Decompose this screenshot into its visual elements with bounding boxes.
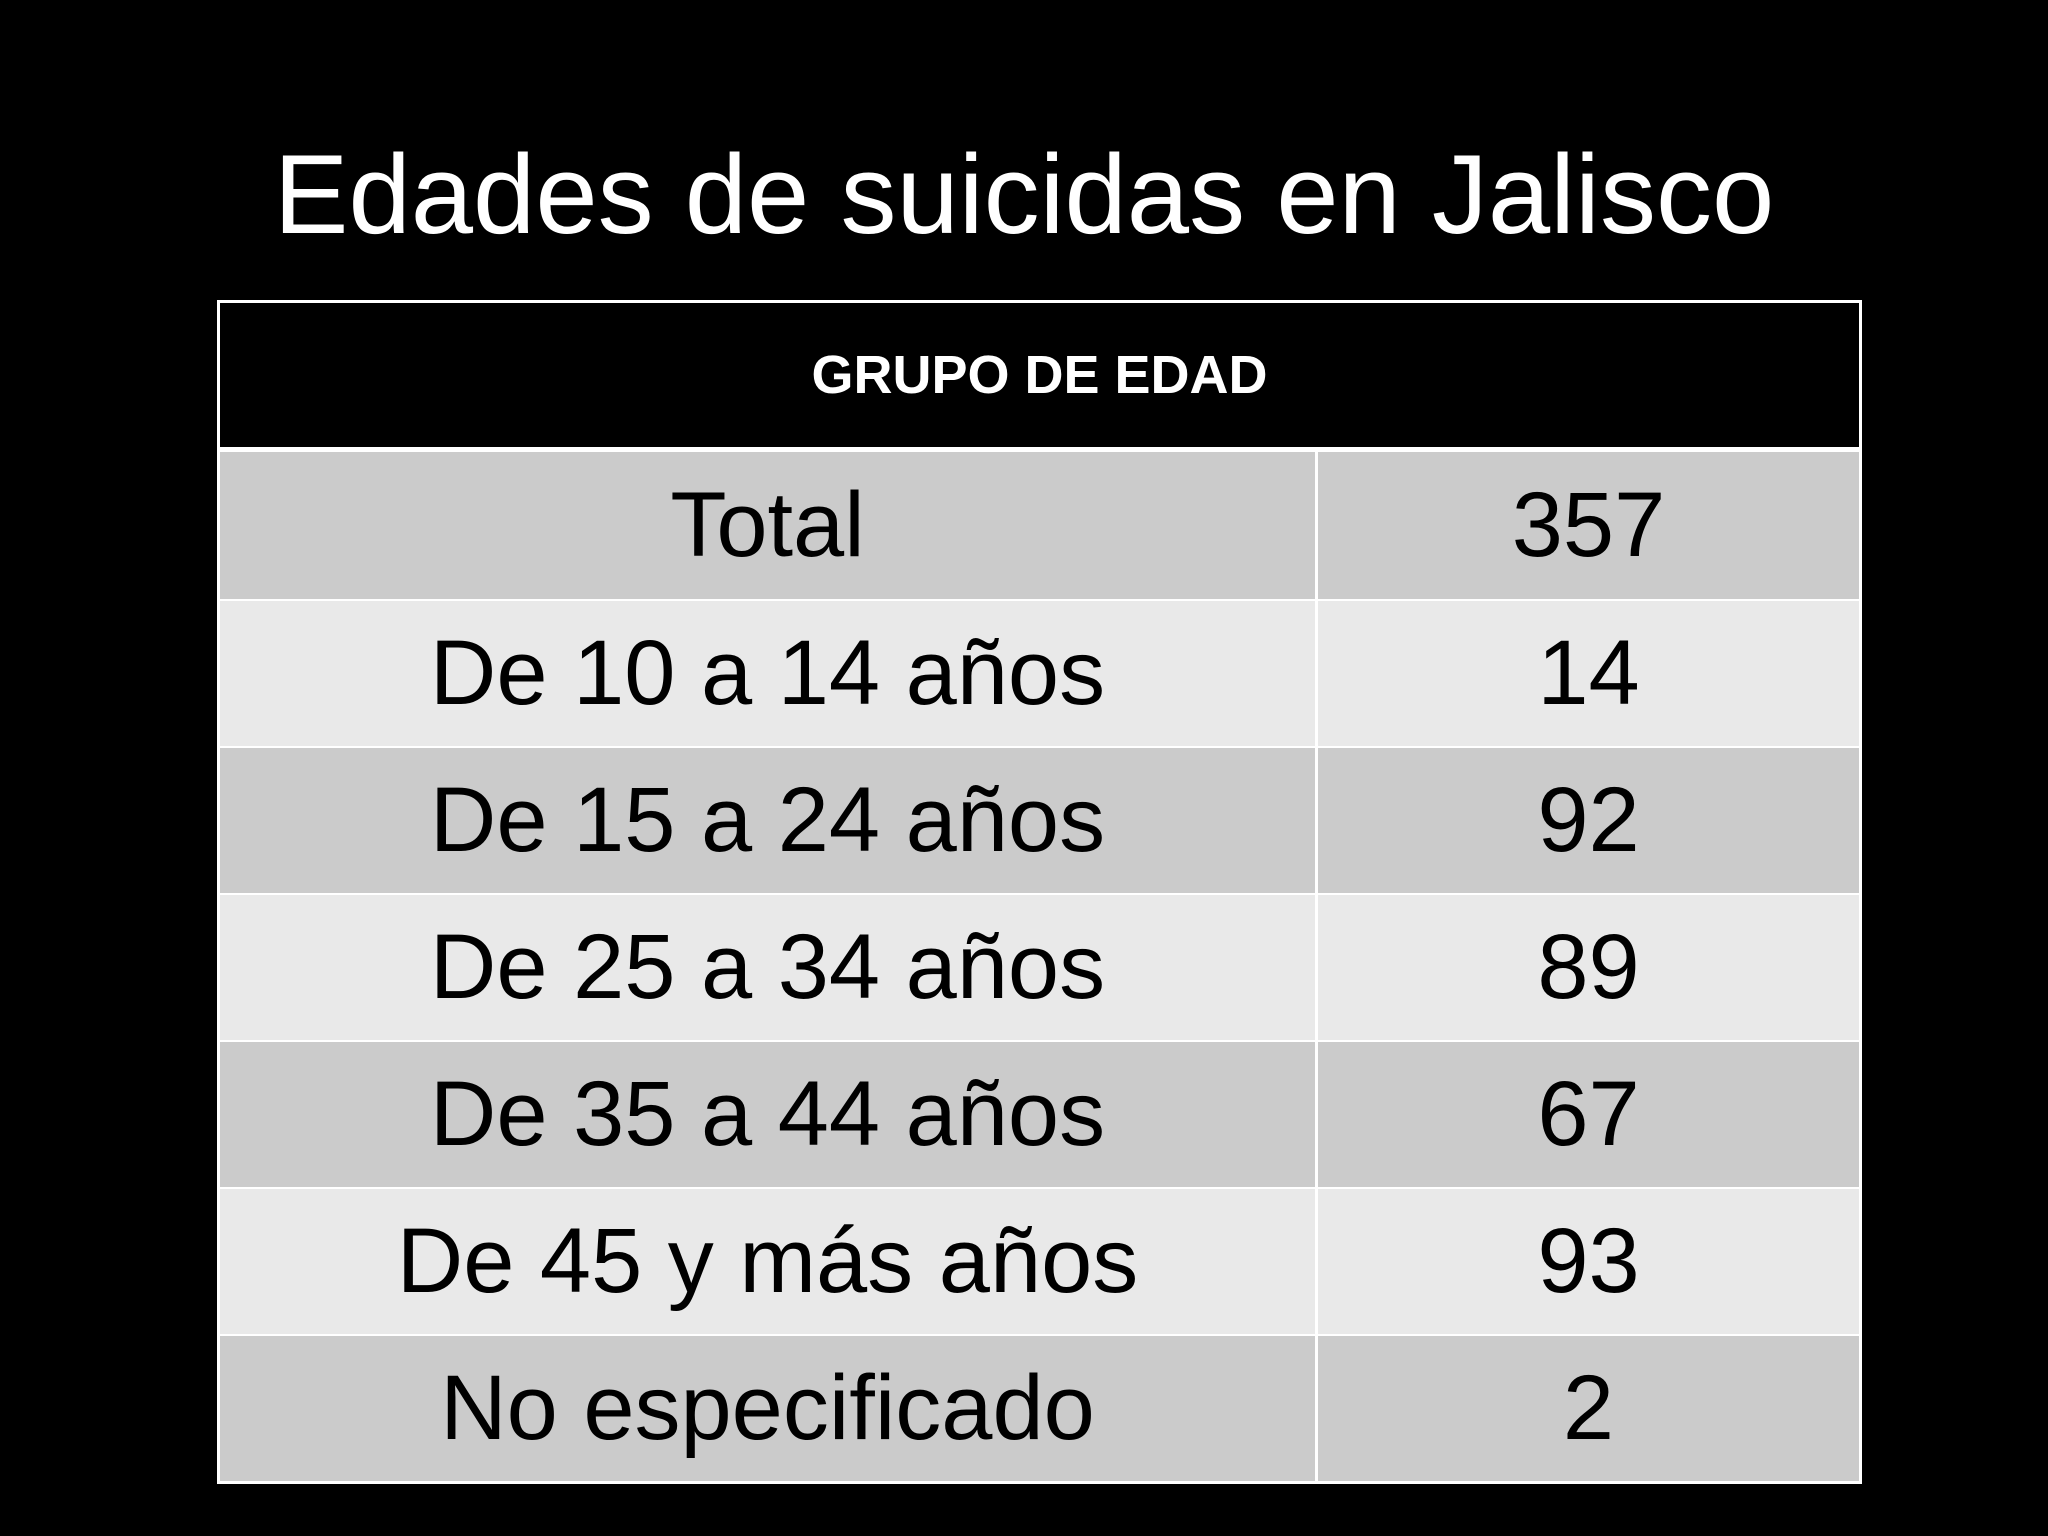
table-row: De 15 a 24 años 92	[220, 746, 1859, 893]
table-row: De 45 y más años 93	[220, 1187, 1859, 1334]
slide-title: Edades de suicidas en Jalisco	[273, 132, 1775, 257]
count: 93	[1537, 1210, 1640, 1312]
age-group: Total	[220, 452, 1318, 599]
age-group: De 10 a 14 años	[220, 601, 1318, 746]
age-group: De 15 a 24 años	[220, 748, 1318, 893]
count: 357	[1511, 474, 1666, 576]
age-group: De 35 a 44 años	[220, 1042, 1318, 1187]
age-group: De 25 a 34 años	[220, 895, 1318, 1040]
table-row: De 10 a 14 años 14	[220, 599, 1859, 746]
table-row: Total 357	[220, 452, 1859, 599]
age-group: No especificado	[220, 1336, 1318, 1481]
count: 67	[1537, 1063, 1640, 1165]
table-row: De 25 a 34 años 89	[220, 893, 1859, 1040]
age-group: De 45 y más años	[220, 1189, 1318, 1334]
table-header: GRUPO DE EDAD	[220, 303, 1859, 452]
count: 92	[1537, 769, 1640, 871]
table-body: Total 357 De 10 a 14 años 14 De 15 a 24 años…	[220, 452, 1859, 1481]
table-row: De 35 a 44 años 67	[220, 1040, 1859, 1187]
count: 89	[1537, 916, 1640, 1018]
table-row: No especificado 2	[220, 1334, 1859, 1481]
count: 2	[1562, 1357, 1615, 1459]
count: 14	[1537, 622, 1640, 724]
table: GRUPO DE EDAD Total 357 De 10 a 14 años 14 D…	[217, 300, 1862, 1484]
